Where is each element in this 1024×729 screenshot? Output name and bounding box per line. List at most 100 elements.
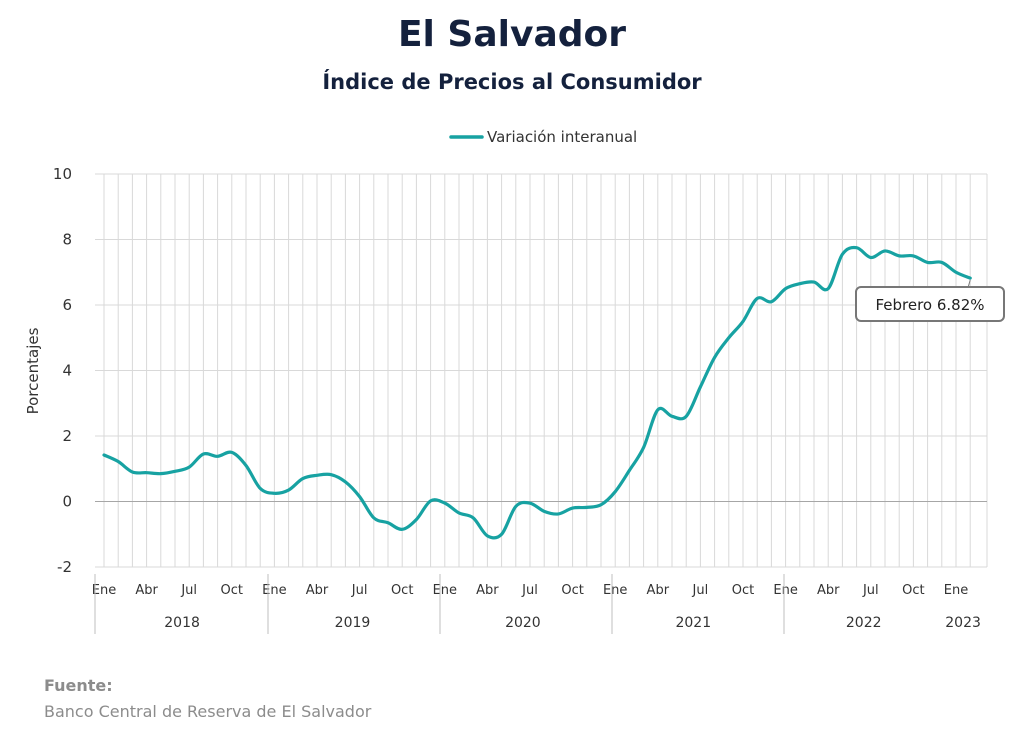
x-tick-label: Abr [476,583,499,598]
horizontal-gridlines [95,173,987,568]
y-axis-ticks: -2 0 2 4 6 8 10 [53,165,72,576]
x-tick-label: Ene [433,583,457,598]
data-point [855,246,857,248]
series-line-variacion-interanual [102,245,972,540]
annotation-label: Febrero 6.82% [875,296,984,314]
y-tick-label: -2 [57,558,72,576]
data-point [259,487,261,489]
data-point [784,287,786,289]
data-point [188,466,190,468]
y-tick-label: 10 [53,165,72,183]
x-tick-label: Oct [902,583,924,598]
x-tick-label: Abr [647,583,670,598]
x-tick-label: Oct [391,583,413,598]
x-tick-label: Oct [561,583,583,598]
chart-subtitle: Índice de Precios al Consumidor [322,70,702,94]
x-tick-label: Ene [773,583,797,598]
data-point [387,522,389,524]
data-point [486,535,488,537]
annotation-box [855,286,1005,322]
data-point [728,337,730,339]
x-tick-label: Jul [692,583,709,598]
data-point [713,356,715,358]
data-point [827,287,829,289]
x-tick-label: Abr [306,583,329,598]
x-tick-label: Ene [262,583,286,598]
data-point [571,507,573,509]
year-label: 2020 [505,615,541,631]
year-labels: 2018 2019 2020 2021 2022 2023 [94,574,981,634]
data-point [742,320,744,322]
data-point [912,255,914,257]
data-point [500,533,502,535]
data-point [373,517,375,519]
y-tick-label: 6 [62,296,72,314]
series-points [103,246,972,537]
data-point [969,277,971,279]
data-point [799,283,801,285]
data-point [543,510,545,512]
data-point [586,506,588,508]
data-point [458,512,460,514]
data-point [642,446,644,448]
year-label: 2022 [846,615,882,631]
x-tick-label: Abr [135,583,158,598]
data-point [813,281,815,283]
year-label: 2019 [335,615,371,631]
data-point [472,517,474,519]
data-point [231,451,233,453]
legend-label: Variación interanual [487,128,637,146]
year-label: 2023 [945,615,981,631]
data-point [174,470,176,472]
x-tick-label: Oct [221,583,243,598]
data-point [117,460,119,462]
data-point [344,481,346,483]
annotation-leader [967,280,971,288]
y-tick-label: 8 [62,231,72,249]
data-point [770,301,772,303]
x-tick-label: Jul [180,583,197,598]
data-point [444,502,446,504]
data-point [160,472,162,474]
data-point [131,471,133,473]
data-point [145,471,147,473]
data-point [515,505,517,507]
data-point [756,297,758,299]
data-point [401,528,403,530]
data-point [415,518,417,520]
legend: Variación interanual [449,128,637,146]
data-point [699,386,701,388]
x-tick-label: Oct [732,583,754,598]
data-point [870,256,872,258]
data-point [316,474,318,476]
x-tick-label: Jul [351,583,368,598]
data-point [628,469,630,471]
source-label: Fuente: [44,676,113,695]
data-point [103,454,105,456]
y-tick-label: 2 [62,427,72,445]
x-tick-label: Jul [521,583,538,598]
data-point [302,477,304,479]
y-axis-label: Porcentajes [24,327,42,414]
data-point [941,261,943,263]
x-tick-label: Jul [862,583,879,598]
data-point [557,513,559,515]
data-point [898,255,900,257]
y-tick-label: 0 [62,493,72,511]
source-text: Banco Central de Reserva de El Salvador [44,702,372,721]
data-point [657,409,659,411]
data-point [429,500,431,502]
value-annotation: Febrero 6.82% [855,280,1005,322]
data-point [330,473,332,475]
data-point [884,250,886,252]
data-point [216,455,218,457]
x-tick-label: Ene [944,583,968,598]
y-tick-label: 4 [62,362,72,380]
data-point [955,271,957,273]
x-axis-ticks: Ene Abr Jul Oct Ene Abr Jul Oct Ene Abr Jul Oct Ene A… [92,583,968,598]
data-point [685,415,687,417]
data-point [841,253,843,255]
x-tick-label: Ene [603,583,627,598]
data-point [671,415,673,417]
